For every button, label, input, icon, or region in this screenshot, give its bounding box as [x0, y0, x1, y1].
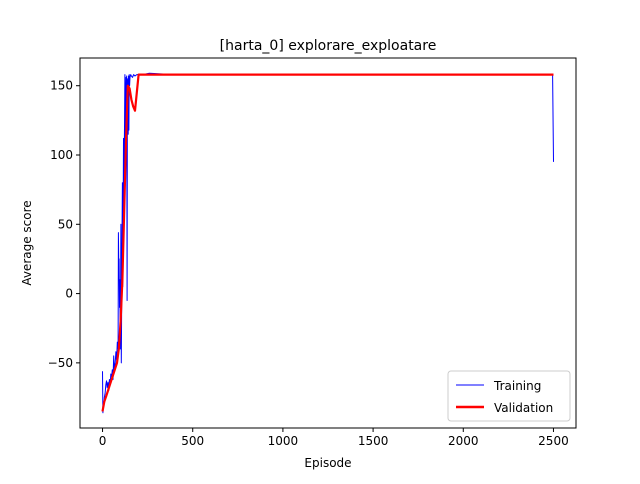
legend-label-training: Training: [493, 379, 541, 393]
series-line-validation: [101, 73, 554, 412]
x-tick-label: 1500: [358, 434, 389, 448]
legend-box: [447, 370, 571, 422]
plot-area-frame: [79, 57, 577, 429]
x-tick-label: 500: [181, 434, 204, 448]
legend: Training Validation: [447, 370, 571, 422]
axis-ticks: 0 500 1000 1500 2000 2500 −50 0 50 100 150: [48, 79, 569, 448]
y-tick-label: 50: [58, 217, 73, 231]
y-tick-label: −50: [48, 356, 73, 370]
y-axis-label: Average score: [20, 200, 34, 285]
y-tick-label: 150: [50, 79, 73, 93]
chart-title: [harta_0] explorare_exploatare: [220, 38, 437, 54]
x-axis-label: Episode: [304, 456, 351, 470]
series-layer: [101, 72, 554, 414]
x-tick-label: 2500: [538, 434, 569, 448]
x-tick-label: 2000: [448, 434, 479, 448]
y-tick-label: 100: [50, 148, 73, 162]
legend-label-validation: Validation: [494, 401, 553, 415]
x-tick-label: 1000: [268, 434, 299, 448]
x-tick-label: 0: [99, 434, 107, 448]
y-tick-label: 0: [65, 287, 73, 301]
